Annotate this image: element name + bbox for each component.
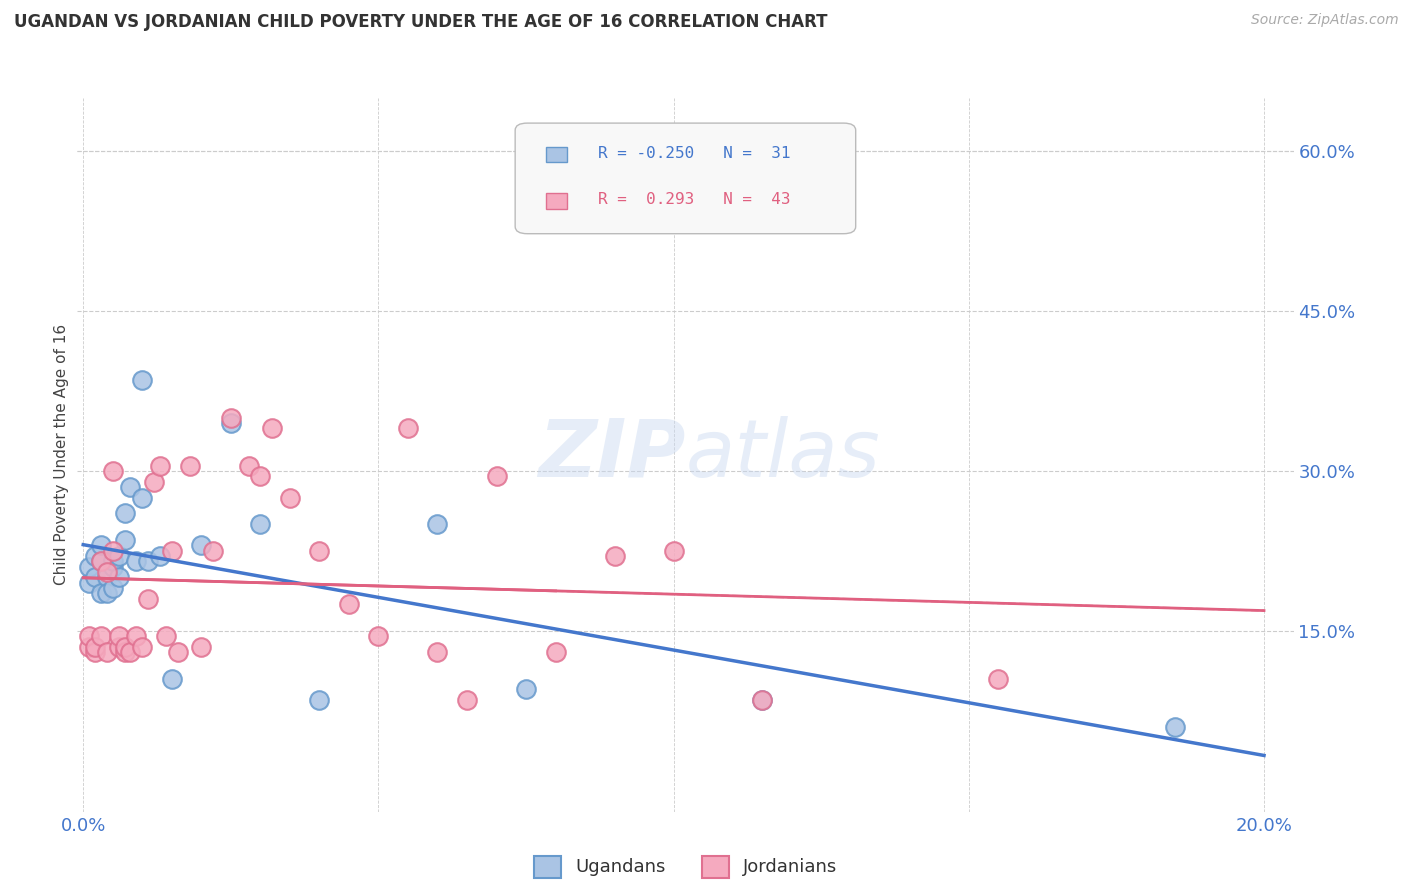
Point bbox=[96, 586, 118, 600]
Point bbox=[143, 475, 166, 489]
Point bbox=[84, 549, 107, 563]
Text: R =  0.293   N =  43: R = 0.293 N = 43 bbox=[598, 192, 790, 207]
Point bbox=[114, 645, 136, 659]
Point bbox=[77, 575, 100, 590]
Point bbox=[751, 693, 773, 707]
Point bbox=[120, 645, 142, 659]
Point bbox=[96, 570, 118, 584]
FancyBboxPatch shape bbox=[515, 123, 856, 234]
Point bbox=[202, 543, 225, 558]
Point bbox=[107, 629, 129, 643]
Point bbox=[84, 640, 107, 654]
Point bbox=[603, 549, 626, 563]
Point bbox=[149, 458, 172, 473]
Point bbox=[131, 640, 153, 654]
Point bbox=[308, 693, 330, 707]
Point bbox=[160, 543, 183, 558]
Point bbox=[367, 629, 389, 643]
Point bbox=[515, 682, 537, 697]
Point bbox=[166, 645, 188, 659]
Point bbox=[219, 416, 242, 430]
Point bbox=[249, 517, 271, 532]
Point bbox=[456, 693, 478, 707]
Point bbox=[107, 549, 129, 563]
Text: atlas: atlas bbox=[686, 416, 880, 494]
Point bbox=[90, 554, 112, 568]
Point bbox=[101, 464, 124, 478]
Point bbox=[396, 421, 419, 435]
Point bbox=[179, 458, 201, 473]
Point bbox=[160, 672, 183, 686]
Point bbox=[751, 693, 773, 707]
Point bbox=[77, 640, 100, 654]
Point bbox=[1164, 719, 1187, 733]
Point bbox=[987, 672, 1010, 686]
Point bbox=[90, 554, 112, 568]
Point bbox=[77, 559, 100, 574]
Point bbox=[155, 629, 177, 643]
Point bbox=[662, 543, 685, 558]
Point bbox=[238, 458, 260, 473]
Point bbox=[90, 586, 112, 600]
Point bbox=[101, 554, 124, 568]
Point bbox=[136, 591, 159, 606]
Point bbox=[101, 581, 124, 595]
Point bbox=[101, 559, 124, 574]
Text: UGANDAN VS JORDANIAN CHILD POVERTY UNDER THE AGE OF 16 CORRELATION CHART: UGANDAN VS JORDANIAN CHILD POVERTY UNDER… bbox=[14, 13, 828, 31]
Point bbox=[308, 543, 330, 558]
Point bbox=[114, 640, 136, 654]
Point bbox=[136, 554, 159, 568]
Y-axis label: Child Poverty Under the Age of 16: Child Poverty Under the Age of 16 bbox=[53, 325, 69, 585]
Point bbox=[131, 373, 153, 387]
Point bbox=[426, 517, 449, 532]
Point bbox=[190, 538, 212, 552]
Point bbox=[219, 410, 242, 425]
Point bbox=[114, 533, 136, 548]
Text: R = -0.250   N =  31: R = -0.250 N = 31 bbox=[598, 145, 790, 161]
Point bbox=[107, 570, 129, 584]
Text: Source: ZipAtlas.com: Source: ZipAtlas.com bbox=[1251, 13, 1399, 28]
FancyBboxPatch shape bbox=[546, 146, 567, 162]
Point bbox=[77, 629, 100, 643]
Point bbox=[125, 554, 148, 568]
Point bbox=[262, 421, 284, 435]
Point bbox=[84, 570, 107, 584]
Point bbox=[149, 549, 172, 563]
FancyBboxPatch shape bbox=[546, 193, 567, 209]
Point bbox=[90, 538, 112, 552]
Point bbox=[485, 469, 508, 483]
Point bbox=[190, 640, 212, 654]
Legend: Ugandans, Jordanians: Ugandans, Jordanians bbox=[526, 848, 845, 885]
Point bbox=[278, 491, 301, 505]
Point bbox=[84, 645, 107, 659]
Point bbox=[114, 507, 136, 521]
Point bbox=[125, 629, 148, 643]
Point bbox=[426, 645, 449, 659]
Point bbox=[96, 565, 118, 579]
Point bbox=[101, 543, 124, 558]
Point bbox=[249, 469, 271, 483]
Point bbox=[337, 597, 360, 611]
Point bbox=[107, 640, 129, 654]
Point bbox=[96, 645, 118, 659]
Point bbox=[131, 491, 153, 505]
Point bbox=[90, 629, 112, 643]
Point bbox=[544, 645, 567, 659]
Point bbox=[120, 480, 142, 494]
Text: ZIP: ZIP bbox=[538, 416, 686, 494]
